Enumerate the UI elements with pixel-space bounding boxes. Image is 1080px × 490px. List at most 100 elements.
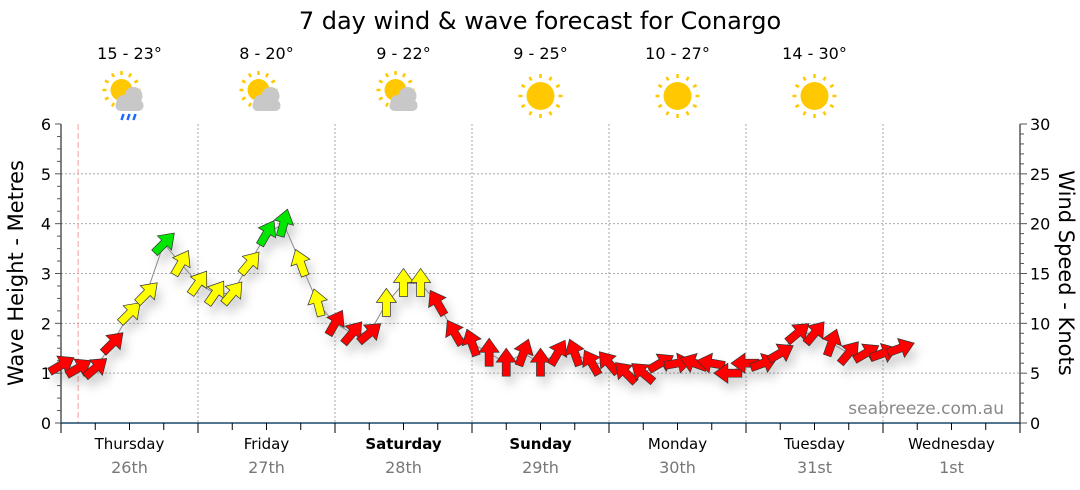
wind-arrow xyxy=(631,363,657,386)
rain-drop xyxy=(120,113,125,121)
sun-ray xyxy=(384,72,390,78)
sun-ray xyxy=(685,110,690,116)
sun-icon xyxy=(792,74,837,118)
sun-ray xyxy=(692,83,698,89)
sun-icon xyxy=(518,74,563,118)
sun-disc xyxy=(526,82,555,110)
y-tick-label: 1 xyxy=(41,364,51,383)
wind-arrow xyxy=(836,341,859,367)
sun-disc xyxy=(800,82,829,110)
day-temperature: 10 - 27° xyxy=(645,44,710,63)
sun-ray xyxy=(685,76,690,82)
wind-arrow xyxy=(356,323,382,346)
day-temperature: 9 - 25° xyxy=(513,44,567,63)
sun-ray xyxy=(802,110,807,116)
sun-ray xyxy=(247,72,253,78)
sun-ray xyxy=(264,72,270,78)
y-tick-label: 4 xyxy=(41,215,51,234)
y2-tick-label: 15 xyxy=(1030,265,1050,284)
sun-ray xyxy=(407,79,413,84)
day-date: 1st xyxy=(939,458,964,477)
y-tick-label: 5 xyxy=(41,165,51,184)
wind-arrow xyxy=(375,287,398,317)
day-date: 29th xyxy=(522,458,559,477)
axes: 0 1 2 3 4 5 6 0 5 10 15 20 25 30 xyxy=(41,115,1050,433)
sun-ray xyxy=(528,76,533,82)
sun-ray xyxy=(270,79,276,84)
sun-ray xyxy=(241,79,247,84)
cloud-base xyxy=(115,100,144,111)
y2-axis-label: Wind Speed - Knots xyxy=(1054,170,1078,375)
day-date: 27th xyxy=(248,458,285,477)
sun-ray xyxy=(548,110,553,116)
wind-arrow xyxy=(134,282,158,306)
day-temperature: 15 - 23° xyxy=(97,44,162,63)
sun-ray xyxy=(829,103,835,109)
wind-arrow xyxy=(324,309,345,338)
sun-ray xyxy=(657,83,663,89)
wind-arrow xyxy=(802,321,825,347)
y2-tick-label: 20 xyxy=(1030,215,1050,234)
y-axis-label: Wave Height - Metres xyxy=(4,160,28,386)
sun-ray xyxy=(802,76,807,82)
wind-arrow xyxy=(273,208,295,238)
wind-arrow xyxy=(340,321,363,347)
day-date: 28th xyxy=(385,458,422,477)
wind-arrow xyxy=(170,250,191,278)
day-name: Saturday xyxy=(365,435,442,453)
sun-ray xyxy=(822,110,827,116)
cloud-base xyxy=(252,100,281,111)
sun-ray xyxy=(110,102,116,108)
wind-arrow xyxy=(478,337,500,367)
day-name: Monday xyxy=(648,435,707,453)
wind-arrow xyxy=(696,352,726,374)
sun-ray xyxy=(829,83,835,89)
wind-arrow xyxy=(513,338,534,368)
y-tick-label: 6 xyxy=(41,115,51,134)
wind-arrow xyxy=(529,347,552,377)
cloud-base xyxy=(389,100,418,111)
sun-ray xyxy=(378,96,384,101)
chart-title: 7 day wind & wave forecast for Conargo xyxy=(299,7,781,35)
sun-ray xyxy=(133,79,139,84)
wind-arrow xyxy=(730,352,760,374)
sun-ray xyxy=(555,83,561,89)
sun-ray xyxy=(127,72,133,78)
watermark: seabreeze.com.au xyxy=(848,399,1004,419)
wind-arrow xyxy=(116,302,141,326)
wind-arrow xyxy=(256,220,277,248)
sun-ray xyxy=(110,72,116,78)
day-labels: Thursday 26th Friday 27th Saturday 28th Sunday… xyxy=(94,435,995,477)
sun-ray xyxy=(665,110,670,116)
day-temperature: 14 - 30° xyxy=(782,44,847,63)
wind-arrow xyxy=(82,358,108,381)
y-tick-label: 0 xyxy=(41,414,51,433)
day-date: 30th xyxy=(659,458,696,477)
wind-arrow xyxy=(409,267,432,297)
rain-drop xyxy=(132,113,137,121)
weather-row: 15 - 23° 8 - 20° 9 - 22° 9 - 25° 10 - 27° 14 … xyxy=(97,44,847,121)
wind-arrow xyxy=(392,267,415,297)
sun-ray xyxy=(378,79,384,84)
wind-arrow xyxy=(220,281,243,307)
wind-arrow xyxy=(237,251,260,277)
sun-ray xyxy=(104,79,110,84)
sun-cloud-icon xyxy=(376,71,418,111)
y2-tick-label: 0 xyxy=(1030,414,1040,433)
sun-ray xyxy=(520,103,526,109)
wind-arrow xyxy=(495,347,517,377)
sun-ray xyxy=(657,103,663,109)
day-temperature: 8 - 20° xyxy=(239,44,293,63)
sun-ray xyxy=(794,103,800,109)
sun-ray xyxy=(247,102,253,108)
day-name: Sunday xyxy=(509,435,572,453)
sun-ray xyxy=(555,103,561,109)
sun-ray xyxy=(548,76,553,82)
day-name: Friday xyxy=(244,435,290,453)
sun-ray xyxy=(241,96,247,101)
sun-ray xyxy=(665,76,670,82)
wind-arrow xyxy=(821,328,842,358)
y2-tick-label: 25 xyxy=(1030,165,1050,184)
sun-icon xyxy=(655,74,700,118)
